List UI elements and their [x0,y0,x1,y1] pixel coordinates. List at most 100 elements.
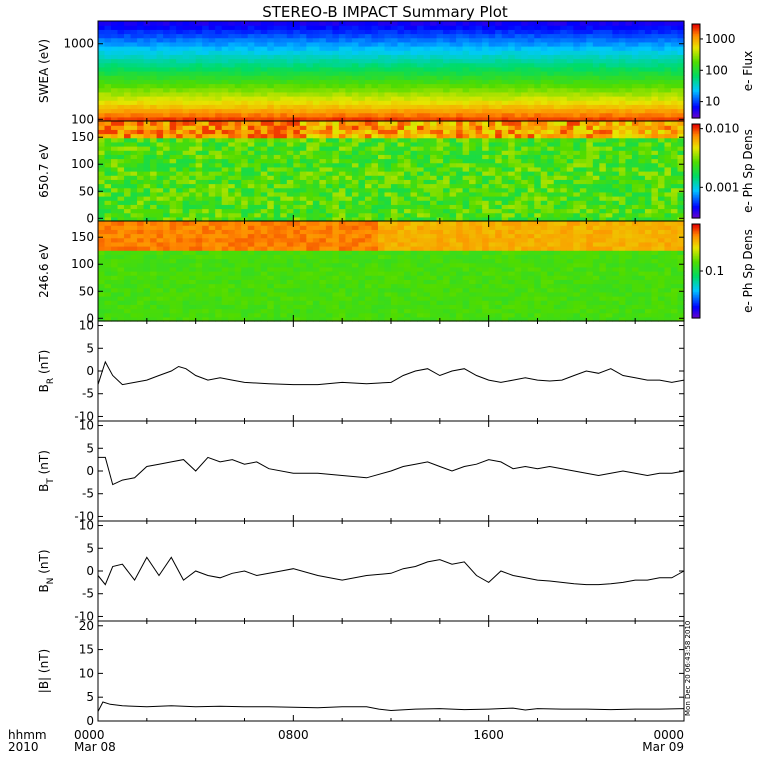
heatmap-cell [566,66,574,72]
heatmap-cell [189,96,197,101]
heatmap-cell [384,21,392,26]
heatmap-cell [677,179,685,185]
heatmap-cell [306,25,314,30]
heatmap-cell [338,208,347,214]
heatmap-cell [501,54,509,60]
heatmap-cell [156,191,164,197]
heatmap-cell [104,75,112,80]
heatmap-cell [98,237,106,243]
heatmap-cell [605,104,613,110]
heatmap-cell [202,121,210,126]
heatmap-cell [358,137,366,143]
heatmap-cell [319,200,327,205]
heatmap-cell [176,29,184,35]
heatmap-cell [306,96,314,101]
heatmap-cell [169,308,177,314]
heatmap-cell [566,37,574,43]
heatmap-cell [202,21,210,26]
heatmap-cell [443,200,451,205]
heatmap-cell [371,71,379,76]
heatmap-cell [651,46,659,51]
heatmap-cell [462,25,470,30]
heatmap-cell [163,104,171,110]
heatmap-cell [436,179,444,185]
heatmap-cell [267,208,275,214]
heatmap-cell [566,200,574,205]
heatmap-cell [345,212,353,218]
heatmap-cell [475,162,483,168]
heatmap-cell [312,112,320,118]
heatmap-cell [430,50,438,55]
heatmap-cell [332,208,340,214]
heatmap-cell [299,196,307,201]
heatmap-cell [156,212,164,218]
heatmap-cell [176,204,184,210]
heatmap-cell [469,50,477,55]
heatmap-cell [404,133,412,139]
heatmap-cell [534,150,542,155]
heatmap-cell [234,41,242,47]
heatmap-cell [143,108,151,114]
heatmap-cell [163,229,171,235]
heatmap-cell [547,100,555,105]
heatmap-cell [358,21,366,26]
heatmap-cell [495,87,503,93]
heatmap-cell [631,33,640,39]
colorbar-segment [692,197,700,200]
heatmap-cell [612,116,620,122]
heatmap-cell [540,50,548,55]
heatmap-cell [182,29,190,35]
heatmap-cell [163,112,171,118]
heatmap-cell [482,150,490,155]
heatmap-cell [247,33,255,39]
heatmap-cell [651,91,659,97]
heatmap-cell [664,137,672,143]
colorbar-segment [692,77,700,80]
heatmap-cell [586,171,594,176]
heatmap-cell [495,37,503,43]
heatmap-cell [150,66,158,72]
colorbar-segment [692,169,700,172]
heatmap-cell [234,96,242,101]
heatmap-cell [182,62,190,68]
colorbar-segment [692,71,700,74]
heatmap-cell [456,133,464,139]
heatmap-cell [156,196,164,201]
heatmap-cell [488,83,496,89]
heatmap-cell [215,108,223,114]
heatmap-cell [482,79,490,85]
heatmap-cell [299,66,307,72]
heatmap-cell [566,196,574,201]
heatmap-cell [241,204,249,210]
heatmap-cell [443,33,451,39]
heatmap-cell [163,279,171,285]
heatmap-cell [208,183,216,189]
heatmap-cell [651,121,659,126]
heatmap-cell [124,279,132,285]
heatmap-cell [592,66,600,72]
heatmap-cell [98,154,106,160]
heatmap-cell [430,79,438,85]
heatmap-cell [514,216,522,222]
heatmap-cell [443,187,451,193]
heatmap-cell [117,71,125,76]
heatmap-cell [592,200,600,205]
heatmap-cell [449,83,457,89]
heatmap-cell [312,87,320,93]
heatmap-cell [130,91,138,97]
heatmap-cell [514,146,522,151]
heatmap-cell [98,187,106,193]
heatmap-cell [514,66,522,72]
heatmap-cell [156,83,164,89]
heatmap-cell [345,79,353,85]
heatmap-cell [163,100,171,105]
heatmap-cell [644,196,653,201]
heatmap-cell [410,79,418,85]
heatmap-cell [104,300,112,305]
heatmap-cell [625,121,633,126]
heatmap-cell [306,216,314,222]
heatmap-cell [488,196,496,201]
heatmap-cell [312,104,320,110]
heatmap-cell [651,54,659,60]
